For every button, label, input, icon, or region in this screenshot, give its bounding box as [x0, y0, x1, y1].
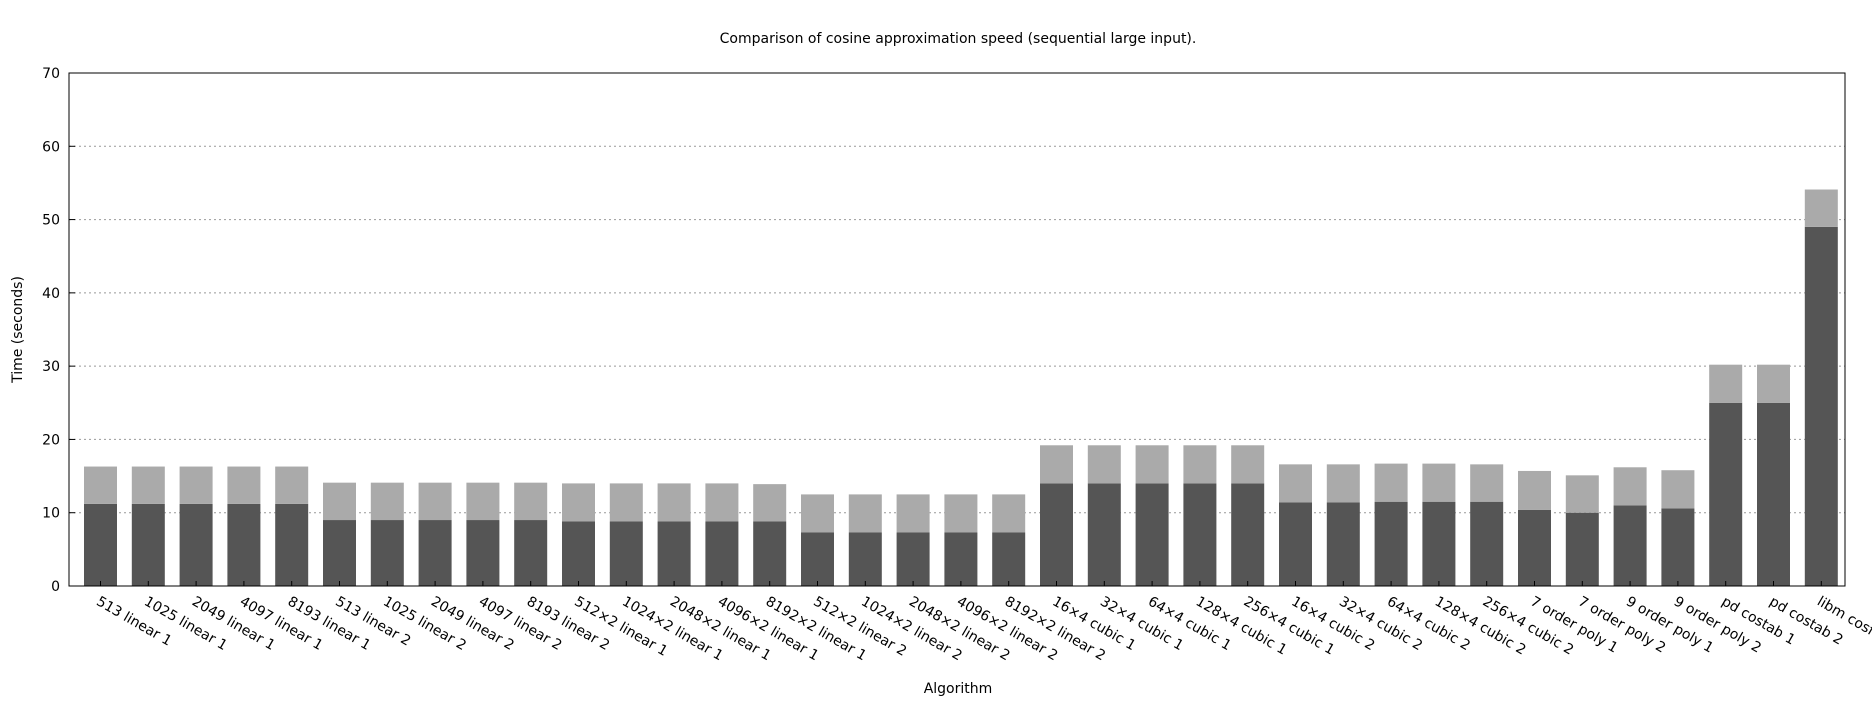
bar-segment	[1804, 226, 1838, 586]
bar-segment	[753, 521, 787, 586]
bar-segment	[84, 466, 117, 504]
bar-segment	[562, 483, 595, 522]
bar-segment	[657, 483, 691, 522]
bar-segment	[275, 503, 309, 586]
bar-segment	[1565, 475, 1599, 513]
bar-segment	[848, 494, 882, 533]
bar-segment	[753, 484, 787, 522]
bar-segment	[1661, 508, 1695, 586]
chart-title: Comparison of cosine approximation speed…	[720, 31, 1197, 47]
bar-segment	[131, 466, 165, 504]
bar-segment	[1757, 402, 1790, 586]
bar-segment	[562, 521, 595, 586]
bar-segment	[466, 482, 500, 521]
grid-layer	[69, 145, 1845, 514]
bar-segment	[1231, 445, 1265, 484]
bar-segment	[466, 520, 500, 586]
bar-segment	[1135, 445, 1169, 484]
bar-segment	[1040, 445, 1073, 484]
bar-segment	[896, 532, 930, 586]
bar-segment	[179, 503, 213, 586]
bar-segment	[370, 520, 404, 586]
bar-segment	[1183, 483, 1217, 586]
bar-segment	[705, 521, 739, 586]
bar-segment	[1183, 445, 1217, 484]
bar-segment	[1422, 501, 1456, 586]
bar-segment	[944, 532, 978, 586]
bar-segment	[323, 520, 356, 586]
bar-segment	[418, 482, 452, 521]
bar-segment	[1422, 463, 1456, 502]
bar-segment	[418, 520, 452, 586]
bar-segment	[514, 482, 548, 521]
y-tick-label: 60	[42, 139, 60, 155]
bar-segment	[1709, 402, 1743, 586]
bars-layer	[84, 189, 1838, 586]
y-tick-label: 40	[42, 286, 60, 302]
bar-segment	[1613, 505, 1647, 586]
bar-segment	[1231, 483, 1265, 586]
bar-segment	[801, 494, 834, 533]
bar-segment	[1279, 502, 1312, 586]
y-axis-label: Time (seconds)	[10, 276, 26, 384]
bar-segment	[1661, 470, 1695, 509]
y-tick-label: 10	[42, 506, 60, 522]
bar-segment	[227, 503, 261, 586]
bar-segment	[1709, 364, 1743, 403]
bar-segment	[1565, 512, 1599, 586]
bar-segment	[609, 521, 643, 586]
bar-segment	[1613, 467, 1647, 506]
bar-segment	[1326, 502, 1360, 586]
bar-segment	[370, 482, 404, 521]
bar-segment	[1374, 501, 1408, 586]
bar-segment	[1518, 509, 1551, 586]
bar-segment	[1326, 464, 1360, 503]
bar-segment	[1470, 464, 1504, 502]
bar-segment	[657, 521, 691, 586]
bar-segment	[227, 466, 261, 504]
bar-segment	[705, 483, 739, 522]
bar-segment	[609, 483, 643, 522]
bar-segment	[1804, 189, 1838, 227]
bar-segment	[84, 503, 117, 586]
bar-segment	[801, 532, 834, 586]
bar-segment	[275, 466, 309, 504]
y-tick-label: 0	[51, 579, 60, 595]
bar-segment	[179, 466, 213, 504]
y-ticks: 0 10 20 30 40 50 60 70	[42, 66, 75, 595]
bar-segment	[514, 520, 548, 586]
bar-segment	[1757, 364, 1790, 403]
bar-segment	[992, 494, 1026, 533]
bar-segment	[848, 532, 882, 586]
bar-segment	[323, 482, 356, 521]
bar-segment	[1040, 483, 1073, 586]
bar-segment	[1518, 470, 1551, 510]
bar-segment	[1279, 464, 1312, 503]
bar-segment	[1470, 501, 1504, 586]
bar-segment	[131, 503, 165, 586]
y-tick-label: 30	[42, 359, 60, 375]
bar-segment	[896, 494, 930, 533]
bar-segment	[1087, 483, 1121, 586]
plot-frame	[68, 72, 1846, 587]
x-axis-label: Algorithm	[924, 681, 993, 697]
y-tick-label: 70	[42, 66, 60, 82]
bar-segment	[992, 532, 1026, 586]
bar-segment	[1135, 483, 1169, 586]
bar-segment	[1374, 463, 1408, 502]
y-tick-label: 50	[42, 213, 60, 229]
bar-segment	[944, 494, 978, 533]
bar-segment	[1087, 445, 1121, 484]
y-tick-label: 20	[42, 432, 60, 448]
